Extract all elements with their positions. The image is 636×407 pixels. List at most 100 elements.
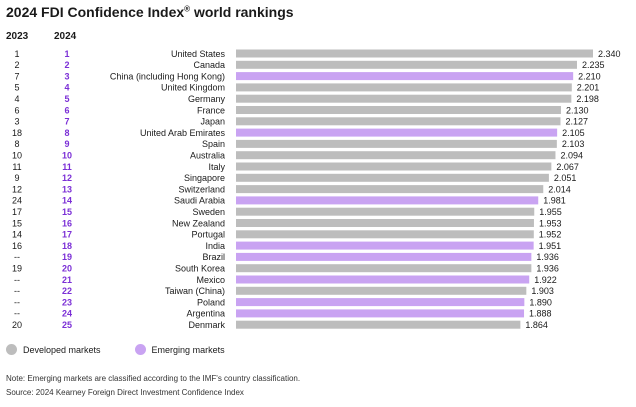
rank-2023: 12 xyxy=(12,184,22,194)
country-label: United States xyxy=(171,49,226,59)
rank-2023: 17 xyxy=(12,207,22,217)
value-label: 2.198 xyxy=(576,94,599,104)
value-label: 2.201 xyxy=(577,83,600,93)
rank-2024: 23 xyxy=(62,297,72,307)
rank-2023: 7 xyxy=(14,71,19,81)
rank-2023: 11 xyxy=(12,162,21,172)
chart-legend: Developed markets Emerging markets xyxy=(6,344,259,355)
rank-2023: 9 xyxy=(14,173,19,183)
rank-2023: -- xyxy=(14,286,20,296)
bar xyxy=(236,286,527,295)
bar xyxy=(236,252,532,261)
value-label: 1.890 xyxy=(529,297,552,307)
rank-2024: 6 xyxy=(64,105,69,115)
country-label: South Korea xyxy=(175,264,225,274)
rank-2024: 13 xyxy=(62,184,72,194)
rank-2024: 22 xyxy=(62,286,72,296)
bar xyxy=(236,185,544,194)
bar xyxy=(236,241,534,250)
rank-2024: 1 xyxy=(64,49,69,59)
column-header-2023: 2023 xyxy=(6,31,29,42)
rank-2023: 19 xyxy=(12,264,22,274)
country-label: Spain xyxy=(202,139,225,149)
rank-2023: 16 xyxy=(12,241,22,251)
bar xyxy=(236,49,593,58)
bar xyxy=(236,72,574,81)
bar xyxy=(236,106,561,114)
value-label: 2.067 xyxy=(556,162,579,172)
bar xyxy=(236,60,577,69)
country-label: Denmark xyxy=(188,320,225,330)
bar xyxy=(236,207,535,216)
rank-2024: 11 xyxy=(62,162,72,172)
bar xyxy=(236,196,539,205)
rank-2023: -- xyxy=(14,309,20,319)
value-label: 1.936 xyxy=(536,252,559,262)
rank-2023: 2 xyxy=(14,60,19,70)
source-note: Source: 2024 Kearney Foreign Direct Inve… xyxy=(6,388,244,397)
country-label: China (including Hong Kong) xyxy=(110,71,225,81)
value-label: 2.210 xyxy=(578,71,601,81)
country-label: Canada xyxy=(193,60,225,70)
country-label: Argentina xyxy=(186,309,225,319)
country-label: Taiwan (China) xyxy=(165,286,225,296)
bar xyxy=(236,128,558,137)
bar xyxy=(236,309,525,318)
bar xyxy=(236,264,532,273)
rank-2023: 10 xyxy=(12,151,22,161)
rank-2024: 7 xyxy=(64,117,69,127)
rank-2024: 8 xyxy=(64,128,69,138)
rank-2023: 5 xyxy=(14,83,19,93)
rank-2023: -- xyxy=(14,252,20,262)
rank-2024: 10 xyxy=(62,151,72,161)
bar xyxy=(236,83,572,92)
rank-2024: 14 xyxy=(62,196,72,206)
bar xyxy=(236,230,534,239)
country-label: United Arab Emirates xyxy=(140,128,226,138)
legend-emerging-label: Emerging markets xyxy=(151,344,225,355)
value-label: 2.103 xyxy=(562,139,585,149)
rank-2024: 15 xyxy=(62,207,72,217)
value-label: 1.936 xyxy=(536,264,559,274)
rank-2024: 18 xyxy=(62,241,72,251)
bar xyxy=(236,94,572,103)
value-label: 2.130 xyxy=(566,105,589,115)
column-header-2024: 2024 xyxy=(54,31,77,42)
rank-2023: -- xyxy=(14,275,20,285)
rank-2023: -- xyxy=(14,297,20,307)
country-label: Switzerland xyxy=(178,184,225,194)
rank-2023: 14 xyxy=(12,230,22,240)
developed-markets-swatch xyxy=(6,344,17,355)
country-label: Singapore xyxy=(184,173,225,183)
value-label: 2.051 xyxy=(554,173,577,183)
country-label: United Kingdom xyxy=(161,83,225,93)
country-label: Australia xyxy=(190,151,225,161)
value-label: 2.105 xyxy=(562,128,585,138)
country-label: Sweden xyxy=(192,207,225,217)
emerging-markets-swatch xyxy=(134,344,146,355)
rank-2024: 20 xyxy=(62,264,72,274)
country-label: Portugal xyxy=(191,230,225,240)
bar xyxy=(236,139,557,148)
value-label: 2.094 xyxy=(560,151,583,161)
rank-2024: 5 xyxy=(64,94,69,104)
value-label: 1.903 xyxy=(531,286,554,296)
bar xyxy=(236,117,561,126)
rank-2024: 16 xyxy=(62,218,72,228)
value-label: 2.127 xyxy=(566,117,589,127)
country-label: Brazil xyxy=(202,252,225,262)
bar xyxy=(236,219,534,227)
rank-2024: 25 xyxy=(62,320,72,330)
bar xyxy=(236,298,525,307)
rank-2024: 9 xyxy=(64,139,69,149)
rank-2023: 3 xyxy=(14,117,19,127)
rank-2024: 19 xyxy=(62,252,72,262)
value-label: 1.888 xyxy=(529,309,552,319)
country-label: Japan xyxy=(200,117,225,127)
rank-2023: 18 xyxy=(12,128,22,138)
rank-2024: 21 xyxy=(62,275,72,285)
chart-title: 2024 FDI Confidence Index® world ranking… xyxy=(6,4,294,20)
country-label: Germany xyxy=(188,94,226,104)
value-label: 1.922 xyxy=(534,275,557,285)
